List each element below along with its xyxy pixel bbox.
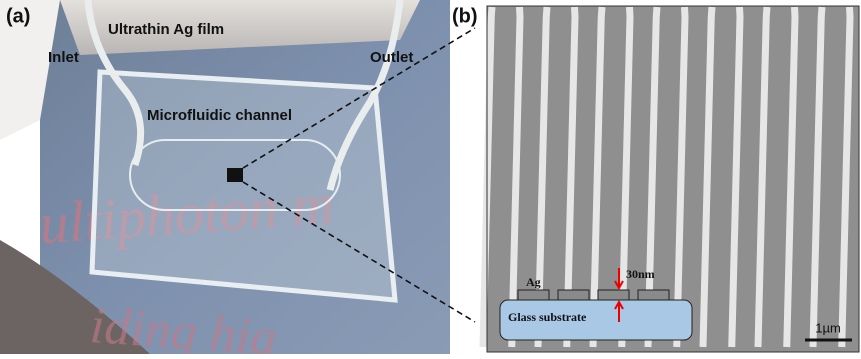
inlet-label: Inlet: [48, 49, 79, 66]
ag-stripe: [558, 290, 589, 300]
figure: ultiphoton m iding hig (a) Ultrathin Ag …: [0, 0, 861, 354]
ag-stripe: [638, 290, 669, 300]
film-label: Ultrathin Ag film: [108, 21, 224, 38]
scale-bar-label: 1µm: [815, 320, 841, 335]
substrate-label: Glass substrate: [508, 310, 587, 324]
ag-stripe: [598, 290, 629, 300]
page: {"panel_a": {"label": "(a)", "film_label…: [0, 0, 861, 354]
panel-label: (b): [452, 5, 478, 27]
metal-label: Ag: [526, 275, 541, 289]
photo-panel: ultiphoton m iding hig (a) Ultrathin Ag …: [0, 0, 452, 354]
ag-stripe: [518, 290, 549, 300]
outlet-label: Outlet: [370, 49, 413, 66]
scan-area: [227, 168, 243, 182]
thickness-label: 30nm: [626, 267, 655, 281]
channel-label: Microfluidic channel: [147, 107, 292, 124]
panel-label: (a): [6, 5, 30, 27]
